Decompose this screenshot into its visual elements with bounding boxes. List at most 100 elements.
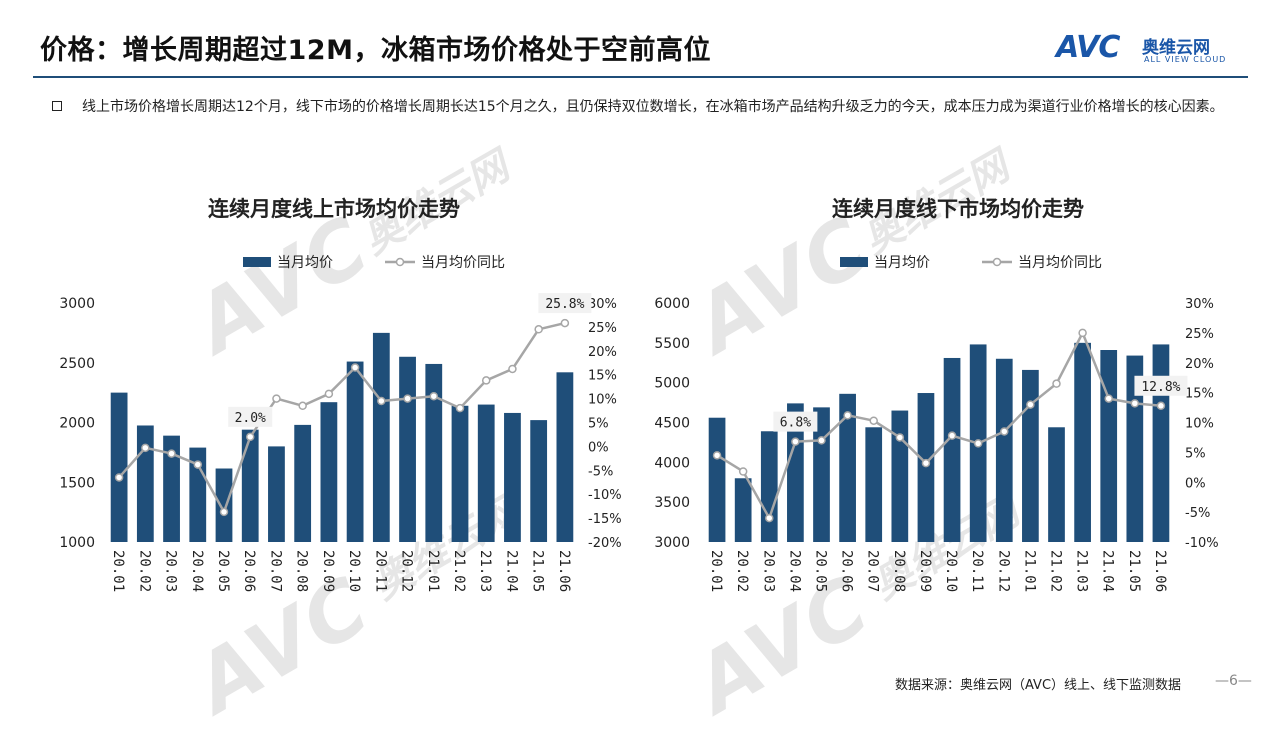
logo-avc-text: AVC [1056, 30, 1120, 65]
page-number: —6— [1215, 673, 1252, 689]
offline-bar [760, 431, 778, 542]
offline-x-tick: 20.07 [865, 550, 881, 592]
offline-bar [917, 393, 935, 542]
offline-data-label: 12.8% [1141, 380, 1180, 395]
online-yoy-point [324, 389, 334, 399]
offline-y-left-tick: 5000 [654, 376, 690, 392]
online-bar [110, 392, 128, 542]
offline-yoy-point [843, 411, 852, 420]
online-y-right-tick: 5% [588, 417, 609, 432]
offline-x-tick: 20.12 [995, 550, 1011, 592]
online-bar [425, 363, 443, 542]
online-y-right-tick: -15% [588, 512, 622, 527]
online-y-right-tick: -5% [588, 464, 613, 479]
online-legend-bar-label: 当月均价 [277, 255, 333, 271]
online-yoy-point [193, 460, 203, 469]
offline-y-left-tick: 6000 [654, 296, 690, 312]
offline-x-tick: 21.06 [1152, 550, 1168, 592]
offline-yoy-point [973, 439, 983, 448]
offline-x-tick: 20.11 [969, 550, 985, 592]
offline-x-tick: 20.05 [813, 550, 829, 592]
online-yoy-point [534, 325, 543, 334]
online-y-right-tick: -20% [588, 536, 622, 551]
offline-x-tick: 20.08 [891, 550, 907, 592]
offline-legend-bar-label: 当月均价 [874, 255, 930, 271]
online-y-right-tick: 20% [588, 345, 617, 360]
offline-x-tick: 20.09 [917, 550, 933, 592]
online-x-tick: 20.01 [110, 550, 126, 592]
title-divider [33, 76, 1248, 78]
online-bar [136, 425, 154, 542]
online-data-label-bg [538, 293, 592, 314]
offline-bar [865, 427, 883, 542]
online-y-right-tick: 30% [588, 297, 617, 312]
online-yoy-point [560, 318, 570, 328]
online-y-right-tick: 10% [588, 393, 617, 408]
online-bar [163, 435, 180, 542]
online-yoy-point [350, 363, 360, 372]
offline-y-right-tick: -10% [1185, 536, 1219, 551]
online-data-label-bg [228, 406, 273, 427]
online-x-tick: 21.05 [530, 550, 546, 592]
offline-yoy-point [1130, 399, 1140, 408]
online-yoy-point [377, 396, 386, 406]
online-yoy-point [167, 449, 176, 458]
offline-bar [1100, 350, 1118, 542]
online-x-tick: 20.08 [294, 550, 310, 592]
online-yoy-point [429, 391, 439, 401]
offline-yoy-point [921, 458, 931, 468]
online-y-left-tick: 1000 [59, 535, 95, 551]
online-yoy-point [298, 401, 307, 411]
offline-x-tick: 21.03 [1074, 550, 1090, 592]
offline-legend-bar-swatch [840, 257, 868, 267]
online-legend-line-label: 当月均价同比 [421, 255, 505, 271]
avc-logo: AVC 奥维云网 ALL VIEW CLOUD [1056, 30, 1246, 70]
offline-yoy-point [1000, 427, 1009, 436]
online-data-label: 2.0% [235, 411, 266, 426]
online-x-tick: 21.06 [556, 550, 572, 592]
offline-y-right-tick: 0% [1185, 476, 1206, 491]
offline-bar [787, 403, 804, 542]
offline-yoy-point [1026, 400, 1035, 409]
online-y-right-tick: 15% [588, 369, 617, 384]
offline-y-left-tick: 3000 [654, 535, 690, 551]
offline-y-left-tick: 3500 [654, 495, 690, 511]
online-bar [346, 361, 364, 542]
offline-y-left-tick: 5500 [654, 336, 690, 352]
offline-yoy-point [895, 433, 905, 442]
offline-data-label-bg [773, 411, 818, 432]
bullet-square-icon [52, 101, 62, 111]
logo-en-text: ALL VIEW CLOUD [1144, 55, 1227, 64]
online-yoy-point [481, 376, 491, 385]
offline-bar [839, 393, 856, 542]
online-yoy-point [455, 403, 465, 413]
online-x-tick: 21.03 [477, 550, 493, 592]
online-x-tick: 20.02 [136, 550, 152, 592]
online-bar [451, 405, 469, 542]
offline-bar [1074, 342, 1091, 542]
offline-x-tick: 21.04 [1100, 550, 1116, 592]
online-x-tick: 20.07 [267, 550, 283, 592]
offline-x-tick: 21.05 [1126, 550, 1142, 592]
online-y-right-tick: 25% [588, 321, 617, 336]
offline-bar [708, 417, 726, 542]
offline-bar [1048, 427, 1065, 542]
online-bar [399, 356, 416, 542]
offline-y-right-tick: 10% [1185, 417, 1214, 432]
online-y-right-tick: 0% [588, 440, 609, 455]
offline-legend-line-marker [992, 257, 1002, 267]
offline-bar [1152, 344, 1170, 542]
offline-yoy-line [716, 331, 1162, 520]
online-y-left-tick: 2000 [59, 416, 95, 432]
online-yoy-point [219, 507, 229, 517]
offline-yoy-point [947, 431, 957, 440]
online-yoy-point [114, 473, 124, 482]
offline-yoy-point [1078, 328, 1087, 338]
online-y-right-tick: -10% [588, 488, 622, 503]
offline-x-tick: 20.03 [760, 550, 776, 592]
online-bar [477, 404, 495, 542]
offline-y-right-tick: 20% [1185, 357, 1214, 372]
offline-y-right-tick: -5% [1185, 506, 1210, 521]
online-bar [320, 402, 338, 542]
chart-title-online: 连续月度线上市场均价走势 [208, 197, 460, 221]
